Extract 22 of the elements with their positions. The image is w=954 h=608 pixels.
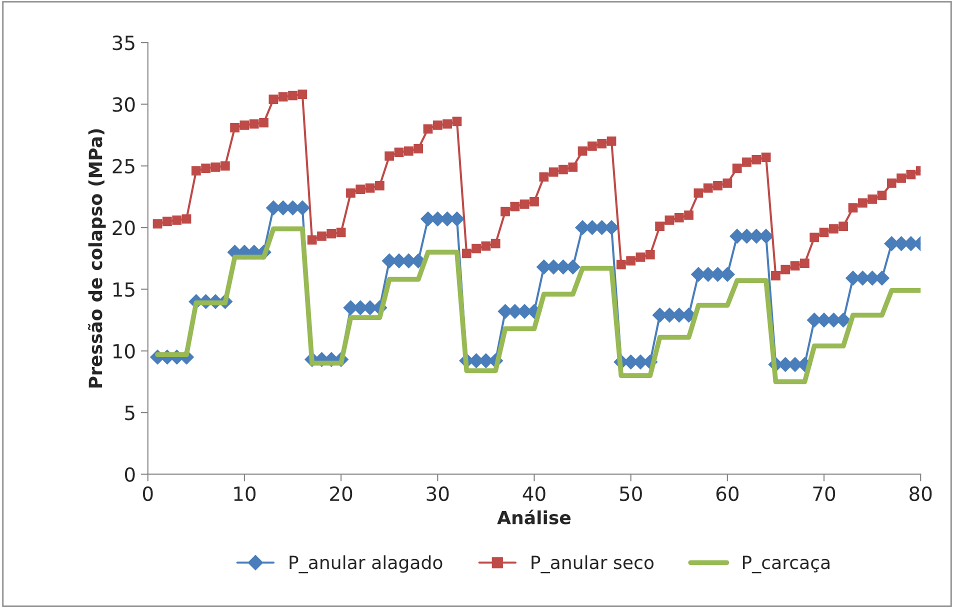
y-tick-label: 35 [112,36,134,50]
x-tick-label: 80 [910,486,932,502]
y-tick-label: 30 [112,97,135,112]
x-tick-label: 20 [330,486,352,502]
x-tick-label: 50 [620,486,642,502]
y-tick-label: 5 [125,406,134,420]
x-tick-label: 30 [426,486,449,502]
y-tick-label: 25 [112,158,134,174]
legend-label: P_carcaça [742,556,830,574]
legend-label: P_anular seco [532,555,654,574]
y-tick-label: 15 [113,282,134,297]
x-axis-title: Análise [497,510,571,524]
x-tick-label: 40 [522,486,546,502]
x-tick-label: 60 [716,486,739,502]
legend-label: P_anular alagado [290,555,442,574]
y-tick-label: 0 [124,467,135,482]
x-tick-label: 10 [234,486,256,502]
x-tick-label: 70 [813,486,836,502]
y-tick-label: 20 [112,220,135,236]
y-tick-label: 10 [113,344,135,359]
x-tick-label: 0 [142,486,153,502]
y-axis-title: Pressão de colapso (MPa) [88,129,106,388]
